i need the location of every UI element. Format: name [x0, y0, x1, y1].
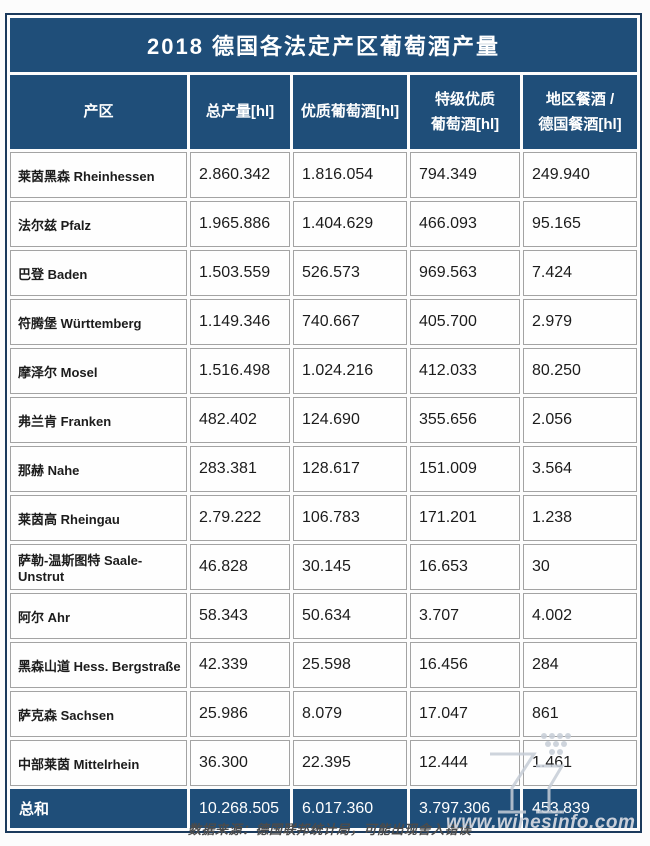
value-cell: 25.986 — [190, 691, 290, 737]
column-header-0: 产区 — [10, 75, 187, 149]
value-cell: 283.381 — [190, 446, 290, 492]
table-row: 弗兰肯 Franken 482.402 124.690 355.656 2.056 — [10, 397, 638, 443]
value-cell: 794.349 — [410, 152, 520, 198]
column-header-1: 总产量[hl] — [190, 75, 290, 149]
value-cell: 969.563 — [410, 250, 520, 296]
value-cell: 17.047 — [410, 691, 520, 737]
value-cell: 95.165 — [523, 201, 638, 247]
table-row: 符腾堡 Württemberg 1.149.346 740.667 405.700 2.… — [10, 299, 638, 345]
value-cell: 12.444 — [410, 740, 520, 786]
table-row: 中部莱茵 Mittelrhein 36.300 22.395 12.444 1.461 — [10, 740, 638, 786]
title-row: 2018 德国各法定产区葡萄酒产量 — [10, 18, 638, 72]
value-cell: 106.783 — [293, 495, 407, 541]
value-cell: 30.145 — [293, 544, 407, 590]
value-cell: 30 — [523, 544, 638, 590]
value-cell: 151.009 — [410, 446, 520, 492]
value-cell: 80.250 — [523, 348, 638, 394]
total-value-cell: 10.268.505 — [190, 789, 290, 828]
value-cell: 1.503.559 — [190, 250, 290, 296]
total-value-cell: 6.017.360 — [293, 789, 407, 828]
value-cell: 2.860.342 — [190, 152, 290, 198]
region-cell: 法尔兹 Pfalz — [10, 201, 187, 247]
value-cell: 861 — [523, 691, 638, 737]
table-row: 法尔兹 Pfalz 1.965.886 1.404.629 466.093 95.165 — [10, 201, 638, 247]
value-cell: 412.033 — [410, 348, 520, 394]
region-cell: 那赫 Nahe — [10, 446, 187, 492]
table-row: 阿尔 Ahr 58.343 50.634 3.707 4.002 — [10, 593, 638, 639]
region-cell: 中部莱茵 Mittelrhein — [10, 740, 187, 786]
value-cell: 42.339 — [190, 642, 290, 688]
value-cell: 4.002 — [523, 593, 638, 639]
table-row: 莱茵高 Rheingau 2.79.222 106.783 171.201 1.238 — [10, 495, 638, 541]
value-cell: 25.598 — [293, 642, 407, 688]
value-cell: 22.395 — [293, 740, 407, 786]
value-cell: 2.979 — [523, 299, 638, 345]
table-row: 那赫 Nahe 283.381 128.617 151.009 3.564 — [10, 446, 638, 492]
value-cell: 1.149.346 — [190, 299, 290, 345]
value-cell: 50.634 — [293, 593, 407, 639]
value-cell: 2.79.222 — [190, 495, 290, 541]
table-row: 摩泽尔 Mosel 1.516.498 1.024.216 412.033 80.250 — [10, 348, 638, 394]
column-header-3: 特级优质 葡萄酒[hl] — [410, 75, 520, 149]
value-cell: 7.424 — [523, 250, 638, 296]
region-cell: 巴登 Baden — [10, 250, 187, 296]
value-cell: 58.343 — [190, 593, 290, 639]
value-cell: 1.461 — [523, 740, 638, 786]
value-cell: 1.404.629 — [293, 201, 407, 247]
value-cell: 249.940 — [523, 152, 638, 198]
region-cell: 阿尔 Ahr — [10, 593, 187, 639]
value-cell: 1.238 — [523, 495, 638, 541]
value-cell: 355.656 — [410, 397, 520, 443]
value-cell: 3.707 — [410, 593, 520, 639]
region-cell: 萨克森 Sachsen — [10, 691, 187, 737]
value-cell: 16.456 — [410, 642, 520, 688]
value-cell: 3.564 — [523, 446, 638, 492]
value-cell: 526.573 — [293, 250, 407, 296]
table-title: 2018 德国各法定产区葡萄酒产量 — [10, 18, 638, 72]
column-header-4: 地区餐酒 / 德国餐酒[hl] — [523, 75, 638, 149]
region-cell: 摩泽尔 Mosel — [10, 348, 187, 394]
value-cell: 16.653 — [410, 544, 520, 590]
region-cell: 弗兰肯 Franken — [10, 397, 187, 443]
value-cell: 466.093 — [410, 201, 520, 247]
value-cell: 1.965.886 — [190, 201, 290, 247]
total-label-cell: 总和 — [10, 789, 187, 828]
value-cell: 171.201 — [410, 495, 520, 541]
table-row: 黑森山道 Hess. Bergstraße 42.339 25.598 16.456 2… — [10, 642, 638, 688]
value-cell: 405.700 — [410, 299, 520, 345]
region-cell: 黑森山道 Hess. Bergstraße — [10, 642, 187, 688]
value-cell: 1.024.216 — [293, 348, 407, 394]
table-row: 巴登 Baden 1.503.559 526.573 969.563 7.424 — [10, 250, 638, 296]
value-cell: 36.300 — [190, 740, 290, 786]
wine-production-table: 2018 德国各法定产区葡萄酒产量 产区 总产量[hl] 优质葡萄酒[hl] 特级优质… — [5, 13, 643, 833]
value-cell: 128.617 — [293, 446, 407, 492]
region-cell: 莱茵高 Rheingau — [10, 495, 187, 541]
value-cell: 46.828 — [190, 544, 290, 590]
value-cell: 482.402 — [190, 397, 290, 443]
value-cell: 124.690 — [293, 397, 407, 443]
value-cell: 1.816.054 — [293, 152, 407, 198]
region-cell: 莱茵黑森 Rheinhessen — [10, 152, 187, 198]
header-row: 产区 总产量[hl] 优质葡萄酒[hl] 特级优质 葡萄酒[hl] 地区餐酒 / 德国餐… — [10, 75, 638, 149]
source-note: 数据来源：德国联邦统计局，可能出现舍入错误 — [188, 822, 472, 837]
total-value-cell: 453.839 — [523, 789, 638, 828]
value-cell: 1.516.498 — [190, 348, 290, 394]
value-cell: 740.667 — [293, 299, 407, 345]
value-cell: 8.079 — [293, 691, 407, 737]
column-header-2: 优质葡萄酒[hl] — [293, 75, 407, 149]
region-cell: 萨勒-温斯图特 Saale-Unstrut — [10, 544, 187, 590]
region-cell: 符腾堡 Württemberg — [10, 299, 187, 345]
table-row: 萨克森 Sachsen 25.986 8.079 17.047 861 — [10, 691, 638, 737]
value-cell: 284 — [523, 642, 638, 688]
value-cell: 2.056 — [523, 397, 638, 443]
table-row: 莱茵黑森 Rheinhessen 2.860.342 1.816.054 794.34… — [10, 152, 638, 198]
table-row: 萨勒-温斯图特 Saale-Unstrut 46.828 30.145 16.653 3… — [10, 544, 638, 590]
